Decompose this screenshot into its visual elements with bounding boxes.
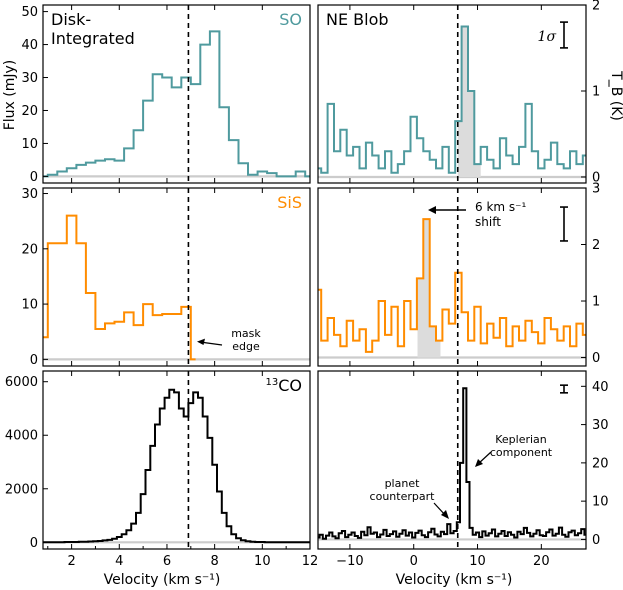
keplerian-annotation: Keplerian component	[490, 433, 553, 459]
panel-frame	[42, 4, 311, 184]
y-tick-label: 50	[21, 5, 38, 20]
planet-arrowhead	[441, 510, 449, 519]
x-tick-label: 4	[115, 554, 123, 569]
x-tick-label: 10	[254, 554, 271, 569]
y-tick-label: 6000	[5, 375, 38, 390]
keplerian-arrowhead	[475, 459, 483, 467]
y-tick-label: 0	[592, 170, 600, 185]
y-tick-label: 20	[21, 242, 38, 257]
y-tick-label: 30	[592, 418, 609, 433]
mask-edge-arrowhead	[197, 338, 205, 345]
corner-label: NE Blob	[326, 10, 389, 29]
mask-edge-annotation: mask edge	[231, 327, 261, 353]
x-tick-label: 10	[469, 554, 486, 569]
y-tick-label: 30	[21, 71, 38, 86]
y-tick-label: 10	[21, 137, 38, 152]
series-label-main: CO	[278, 376, 302, 395]
series-line-13CO	[43, 388, 310, 544]
y-tick-label: 40	[592, 380, 609, 395]
corner-label-line: NE Blob	[326, 10, 389, 29]
series-line-SO	[318, 25, 586, 174]
shaded-region	[457, 26, 481, 177]
x-tick-label: 0	[410, 554, 418, 569]
y-tick-label: 0	[592, 533, 600, 548]
series-line-13CO	[318, 387, 586, 540]
x-tick-label: 20	[533, 554, 550, 569]
x-label-right: Velocity (km s⁻¹)	[396, 572, 513, 588]
series-label: SO	[279, 10, 302, 29]
x-tick-label: 2	[67, 554, 75, 569]
error-bar-label: 1σ	[538, 29, 557, 45]
y-tick-label: 20	[592, 456, 609, 471]
y-tick-label: 0	[30, 170, 38, 185]
y-label-right-text: T_B (K)	[608, 70, 623, 121]
x-tick-label: −10	[336, 554, 363, 569]
panel-so-disk: 0 10 20 30 40 50 SO Disk-Integrated	[21, 4, 311, 185]
panel-frame	[42, 187, 311, 367]
series-label: SiS	[277, 193, 302, 212]
panel-frame	[42, 370, 311, 550]
panel-sis-blob: 0 1 2 3 6 km s⁻¹ shift	[317, 182, 600, 367]
shift-arrowhead	[428, 206, 436, 214]
y-tick-label: 10	[592, 495, 609, 510]
panel-co-disk: 2 4 6 8 10 12 0 2000 4000 6000 13CO	[5, 370, 319, 569]
panel-frame	[317, 370, 587, 550]
y-tick-label: 2	[592, 238, 600, 253]
y-tick-label: 1	[592, 295, 600, 310]
panel-so-blob: 0 1 2 1σ NE Blob	[317, 0, 600, 185]
y-tick-label: 40	[21, 38, 38, 53]
y-tick-label: 1	[592, 84, 600, 99]
series-label: 13CO	[266, 376, 303, 395]
y-tick-label: 20	[21, 104, 38, 119]
corner-label-line: Disk-	[51, 10, 91, 29]
keplerian-annotation-line: Keplerian	[495, 433, 547, 446]
x-tick-label: 12	[302, 554, 319, 569]
panel-co-blob: −10 0 10 20 0 10 20 30 40 Keplerian component plane…	[317, 370, 609, 569]
y-label-left: Flux (mJy)	[2, 60, 18, 131]
planet-annotation: planet counterpart	[370, 477, 436, 503]
x-tick-label: 6	[163, 554, 171, 569]
panel-sis-disk: 0 10 20 30 SiS mask edge	[21, 187, 311, 368]
series-line-SiS	[318, 218, 586, 353]
keplerian-annotation-line: component	[490, 446, 553, 459]
y-tick-label: 2000	[5, 482, 38, 497]
mask-edge-annotation-line: mask	[231, 327, 261, 340]
y-tick-label: 3	[592, 182, 600, 197]
panel-frame	[317, 187, 587, 367]
series-line-SO	[43, 30, 310, 178]
corner-label-line: Integrated	[51, 29, 135, 48]
x-label-left: Velocity (km s⁻¹)	[104, 572, 221, 588]
series-line-SiS	[43, 214, 196, 361]
y-tick-label: 0	[30, 353, 38, 368]
mask-edge-annotation-line: edge	[232, 340, 260, 353]
planet-annotation-line: counterpart	[370, 490, 436, 503]
y-tick-label: 30	[21, 187, 38, 202]
y-tick-label: 0	[30, 536, 38, 551]
series-label-sup: 13	[266, 377, 279, 388]
y-tick-label: 2	[592, 0, 600, 14]
y-tick-label: 0	[592, 351, 600, 366]
corner-label: Disk-Integrated	[51, 10, 135, 48]
x-tick-label: 8	[211, 554, 219, 569]
panel-frame	[317, 4, 587, 184]
shift-annotation: 6 km s⁻¹ shift	[475, 200, 526, 229]
shift-annotation-line: 6 km s⁻¹	[475, 200, 526, 214]
y-label-right: T_B (K)	[608, 70, 623, 121]
y-tick-label: 4000	[5, 429, 38, 444]
shift-annotation-line: shift	[475, 215, 501, 229]
planet-annotation-line: planet	[385, 477, 421, 490]
y-tick-label: 10	[21, 298, 38, 313]
